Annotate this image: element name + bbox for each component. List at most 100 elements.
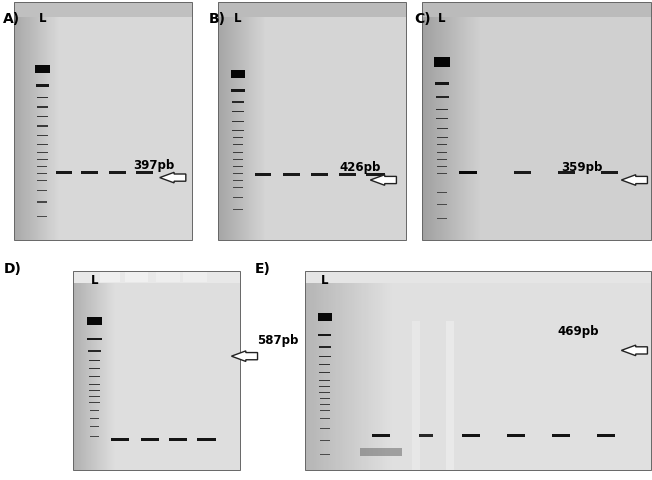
Bar xyxy=(387,271,389,470)
Bar xyxy=(494,2,495,240)
Bar xyxy=(183,2,185,240)
Bar xyxy=(45,2,46,240)
Bar xyxy=(460,271,462,470)
Bar xyxy=(124,271,125,470)
Bar xyxy=(132,271,134,470)
Bar xyxy=(400,271,402,470)
Bar xyxy=(156,272,180,282)
Bar xyxy=(394,2,395,240)
Bar xyxy=(209,271,210,470)
Bar xyxy=(111,271,112,470)
Bar xyxy=(397,2,398,240)
Bar xyxy=(443,2,444,240)
Bar xyxy=(136,2,137,240)
Text: L: L xyxy=(38,12,46,25)
Bar xyxy=(503,2,504,240)
Bar xyxy=(338,271,340,470)
Bar xyxy=(157,2,158,240)
Bar xyxy=(359,2,361,240)
Bar xyxy=(283,173,299,176)
Bar xyxy=(447,271,449,470)
Bar xyxy=(413,271,415,470)
Bar xyxy=(483,2,484,240)
Bar xyxy=(327,2,329,240)
Bar xyxy=(520,2,521,240)
Bar xyxy=(562,271,564,470)
Bar xyxy=(566,2,567,240)
Bar xyxy=(163,2,164,240)
Bar xyxy=(88,271,89,470)
Bar xyxy=(158,271,160,470)
Bar xyxy=(183,271,184,470)
Bar xyxy=(437,152,447,153)
Bar xyxy=(531,2,533,240)
Bar xyxy=(233,197,243,198)
Bar xyxy=(465,271,467,470)
Bar xyxy=(366,271,368,470)
Bar xyxy=(640,2,642,240)
Bar xyxy=(599,271,600,470)
Bar xyxy=(565,271,567,470)
Bar xyxy=(526,2,527,240)
Bar xyxy=(145,2,146,240)
Bar xyxy=(509,2,510,240)
Bar xyxy=(282,2,284,240)
Bar xyxy=(311,173,327,176)
Bar xyxy=(89,426,99,427)
Text: 397pb: 397pb xyxy=(134,159,175,172)
Bar xyxy=(310,271,312,470)
Bar xyxy=(580,2,581,240)
Bar xyxy=(518,2,519,240)
Bar xyxy=(554,271,556,470)
Bar xyxy=(142,2,143,240)
Bar xyxy=(434,57,450,67)
Bar xyxy=(496,2,497,240)
Bar xyxy=(396,2,397,240)
Bar xyxy=(647,271,649,470)
Text: 359pb: 359pb xyxy=(561,161,602,175)
Bar xyxy=(27,2,28,240)
Bar xyxy=(305,2,306,240)
Bar xyxy=(441,2,442,240)
Bar xyxy=(459,170,477,174)
Bar xyxy=(397,271,399,470)
Bar xyxy=(89,271,90,470)
Bar xyxy=(26,2,27,240)
Bar xyxy=(231,89,244,92)
Bar xyxy=(437,137,448,138)
Bar xyxy=(109,271,110,470)
Bar xyxy=(510,2,511,240)
Bar xyxy=(361,271,363,470)
Bar xyxy=(319,404,329,405)
Bar xyxy=(479,2,480,240)
Bar xyxy=(184,271,185,470)
Bar xyxy=(509,271,510,470)
Bar xyxy=(581,2,582,240)
Bar xyxy=(373,271,375,470)
Bar xyxy=(528,2,529,240)
Bar xyxy=(402,2,403,240)
Bar xyxy=(178,2,179,240)
Bar xyxy=(128,271,129,470)
Bar xyxy=(381,2,382,240)
Bar xyxy=(444,2,445,240)
Bar xyxy=(389,2,391,240)
Bar xyxy=(188,271,189,470)
Bar xyxy=(613,2,614,240)
Bar xyxy=(103,271,104,470)
Bar xyxy=(319,356,331,358)
Bar xyxy=(115,271,116,470)
Bar xyxy=(489,271,491,470)
Bar xyxy=(437,192,447,193)
Bar xyxy=(202,271,203,470)
Bar xyxy=(90,271,91,470)
Bar xyxy=(179,2,180,240)
Bar xyxy=(125,271,126,470)
Bar xyxy=(218,2,406,240)
Bar xyxy=(347,271,349,470)
Bar xyxy=(389,271,391,470)
Bar xyxy=(295,2,297,240)
Bar xyxy=(436,96,449,98)
Bar xyxy=(89,410,99,411)
Bar xyxy=(446,271,447,470)
